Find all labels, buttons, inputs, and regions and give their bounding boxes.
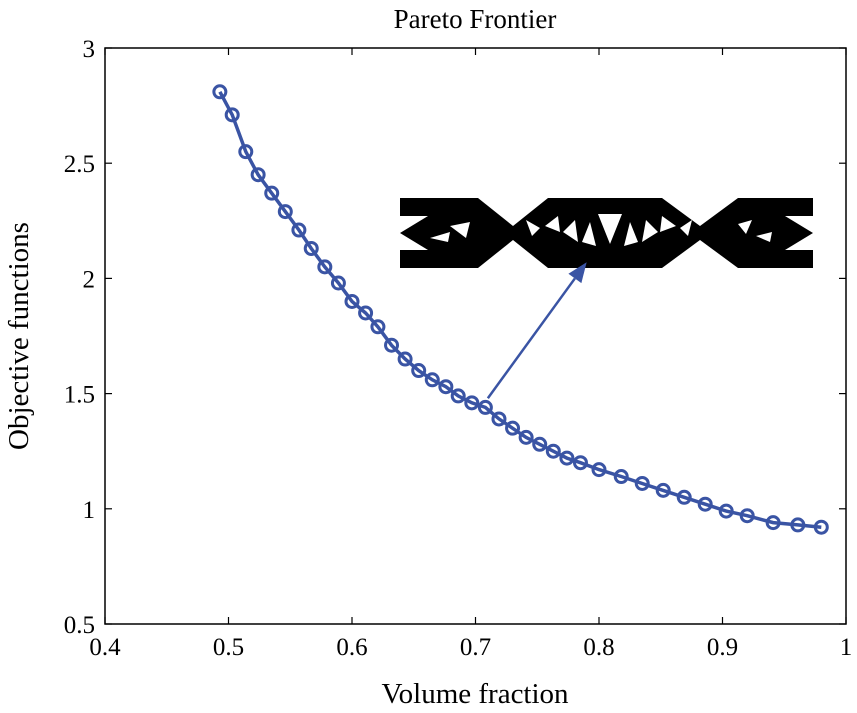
- data-point: [264, 185, 280, 201]
- x-tick-label: 1: [840, 634, 853, 661]
- y-tick-label: 0.5: [64, 612, 95, 639]
- inset-hole: [756, 232, 772, 242]
- annotation-arrow: [486, 262, 587, 399]
- arrow-head: [568, 262, 587, 284]
- data-point: [765, 515, 781, 531]
- data-point: [518, 429, 534, 445]
- data-point: [505, 420, 521, 436]
- x-tick-label: 0.5: [213, 634, 244, 661]
- data-point: [370, 319, 386, 335]
- data-point: [655, 482, 671, 498]
- inset-hole: [738, 220, 752, 234]
- inset-hole: [624, 222, 638, 246]
- inset-notch: [478, 198, 548, 226]
- data-point: [330, 275, 346, 291]
- inset-notch: [478, 240, 548, 268]
- inset-notch: [400, 233, 428, 250]
- y-tick-label: 2: [83, 266, 96, 293]
- data-point: [358, 305, 374, 321]
- inset-hole: [582, 222, 596, 246]
- data-point: [450, 388, 466, 404]
- data-point: [790, 517, 806, 533]
- data-point: [559, 450, 575, 466]
- x-tick-label: 0.8: [583, 634, 614, 661]
- data-point: [739, 508, 755, 524]
- data-point: [572, 455, 588, 471]
- data-point: [491, 411, 507, 427]
- data-point: [344, 293, 360, 309]
- inset-notch: [785, 216, 813, 233]
- data-point: [718, 503, 734, 519]
- y-tick-label: 3: [83, 36, 96, 63]
- inset-hole: [680, 220, 692, 236]
- data-point: [545, 443, 561, 459]
- data-point: [813, 519, 829, 535]
- data-point: [250, 167, 266, 183]
- inset-notch: [400, 216, 428, 233]
- data-point: [532, 436, 548, 452]
- data-point: [697, 496, 713, 512]
- inset-hole: [642, 220, 658, 242]
- x-tick-label: 0.4: [89, 634, 121, 661]
- chart-title: Pareto Frontier: [394, 4, 557, 34]
- x-tick-label: 0.6: [336, 634, 367, 661]
- x-tick-label: 0.9: [707, 634, 738, 661]
- inset-hole: [598, 214, 622, 244]
- y-tick-label: 1: [83, 497, 96, 524]
- data-point: [224, 107, 240, 123]
- inset-hole: [430, 232, 450, 242]
- data-point: [277, 204, 293, 220]
- data-point: [303, 240, 319, 256]
- data-point: [238, 144, 254, 160]
- data-point: [464, 395, 480, 411]
- data-point: [397, 351, 413, 367]
- axis-ticks: [104, 47, 847, 625]
- inset-holes: [400, 198, 813, 268]
- inset-hole: [450, 222, 470, 238]
- x-axis-title: Volume fraction: [381, 678, 569, 710]
- data-point: [384, 337, 400, 353]
- data-point: [438, 379, 454, 395]
- y-tick-label: 1.5: [64, 382, 95, 409]
- inset-notch: [662, 240, 738, 268]
- inset-notch: [662, 198, 738, 226]
- data-point: [591, 462, 607, 478]
- series-markers: [212, 84, 829, 535]
- y-tick-labels: 0.5 1 1.5 2 2.5 3: [64, 36, 95, 639]
- data-point: [411, 363, 427, 379]
- inset-hole: [660, 216, 676, 232]
- plot-area: [104, 47, 847, 625]
- arrow-shaft: [486, 277, 576, 399]
- x-tick-label: 0.7: [460, 634, 491, 661]
- x-tick-labels: 0.4 0.5 0.6 0.7 0.8 0.9 1: [89, 634, 852, 661]
- y-tick-label: 2.5: [64, 151, 95, 178]
- data-point: [477, 399, 493, 415]
- data-point: [317, 259, 333, 275]
- data-point: [212, 84, 228, 100]
- y-axis-title: Objective functions: [3, 222, 35, 450]
- inset-hole: [545, 216, 560, 232]
- inset-notch: [785, 233, 813, 250]
- inset-topology-image: [400, 198, 813, 268]
- data-point: [424, 372, 440, 388]
- data-point: [291, 222, 307, 238]
- data-point: [676, 489, 692, 505]
- data-point: [613, 469, 629, 485]
- inset-hole: [526, 220, 540, 236]
- data-point: [634, 475, 650, 491]
- inset-hole: [563, 220, 578, 242]
